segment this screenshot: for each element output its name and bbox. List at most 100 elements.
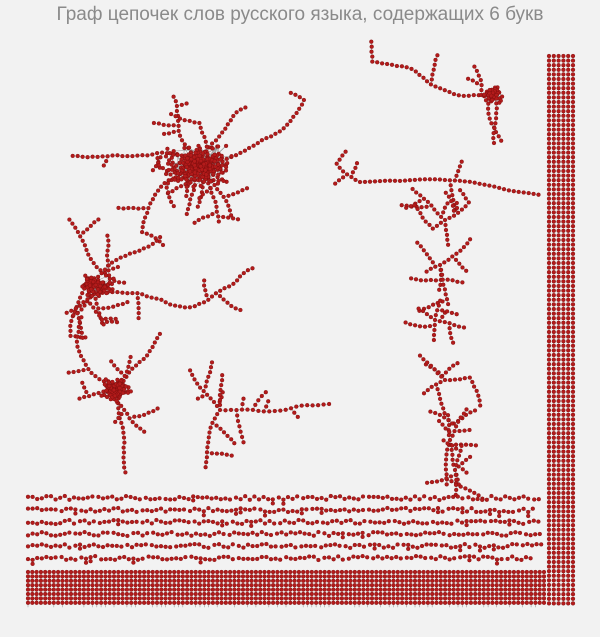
word-node	[546, 417, 552, 422]
word-node	[200, 151, 205, 156]
word-node	[561, 444, 566, 450]
word-node	[566, 283, 571, 289]
word-node	[449, 199, 454, 204]
word-node	[350, 170, 355, 175]
word-node	[321, 402, 326, 407]
word-node	[556, 260, 561, 266]
word-node	[561, 228, 566, 233]
word-node	[106, 286, 112, 291]
word-node	[188, 153, 193, 158]
word-node	[238, 107, 243, 112]
word-node	[491, 140, 497, 146]
word-node	[566, 260, 571, 266]
word-node	[561, 237, 566, 243]
word-node	[76, 329, 81, 334]
word-node	[203, 168, 208, 173]
word-node	[101, 163, 106, 168]
word-node	[136, 316, 141, 321]
word-node	[169, 199, 174, 204]
word-node	[556, 164, 561, 169]
word-node	[561, 458, 566, 463]
word-node	[546, 182, 552, 187]
word-node	[494, 116, 499, 121]
word-node	[561, 99, 566, 105]
word-node	[461, 411, 466, 416]
word-node	[454, 446, 459, 451]
word-node	[408, 204, 413, 209]
word-node	[501, 187, 507, 192]
word-node	[551, 403, 556, 408]
word-node	[403, 320, 408, 325]
word-node	[143, 215, 148, 220]
word-node	[546, 95, 552, 100]
word-node	[82, 394, 87, 400]
word-node	[197, 199, 202, 205]
word-node	[443, 292, 448, 297]
word-node	[120, 390, 125, 395]
word-node	[214, 204, 219, 209]
word-node	[198, 385, 203, 390]
word-node	[561, 141, 566, 146]
word-node	[224, 452, 229, 457]
word-node	[233, 153, 239, 158]
word-node	[425, 388, 430, 393]
word-node	[491, 136, 496, 141]
word-node	[112, 363, 117, 368]
word-node	[471, 92, 476, 98]
word-node	[142, 429, 147, 434]
word-node	[128, 389, 133, 394]
word-node	[208, 186, 213, 191]
word-node	[226, 203, 231, 208]
word-node	[551, 546, 556, 551]
word-node	[546, 559, 552, 565]
word-node	[546, 260, 552, 266]
word-node	[546, 490, 552, 496]
word-node	[432, 62, 437, 67]
word-node	[269, 134, 274, 139]
word-node	[100, 154, 105, 159]
word-node	[245, 268, 250, 273]
word-node	[466, 76, 471, 81]
word-node	[551, 509, 556, 514]
word-node	[468, 410, 473, 415]
word-node	[229, 213, 234, 218]
word-node	[551, 481, 556, 486]
word-node	[551, 449, 556, 454]
word-node	[187, 118, 192, 123]
word-node	[551, 348, 556, 353]
word-node	[407, 178, 412, 183]
word-node	[295, 414, 300, 419]
word-node	[204, 144, 209, 149]
word-node	[556, 205, 561, 210]
word-node	[387, 178, 393, 183]
word-node	[460, 265, 465, 270]
word-node	[526, 191, 531, 196]
word-node	[556, 76, 561, 82]
word-node	[201, 300, 207, 305]
word-node	[431, 67, 436, 72]
word-node	[442, 415, 447, 420]
word-node	[467, 427, 472, 433]
word-node	[556, 182, 561, 187]
word-node	[237, 424, 242, 429]
word-node	[429, 77, 434, 82]
word-node	[556, 196, 561, 201]
word-node	[428, 82, 433, 87]
word-node	[546, 150, 552, 155]
word-node	[454, 477, 459, 482]
word-node	[89, 293, 95, 299]
word-node	[449, 479, 454, 484]
word-node	[561, 260, 566, 266]
word-node	[556, 173, 561, 178]
word-node	[551, 564, 556, 569]
word-node	[192, 170, 197, 175]
word-node	[546, 412, 552, 417]
word-node	[209, 360, 215, 365]
word-node	[443, 462, 448, 467]
word-node	[464, 268, 469, 273]
word-node	[546, 343, 552, 348]
word-node	[277, 129, 282, 134]
word-node	[561, 191, 566, 197]
word-node	[211, 172, 216, 177]
word-node	[556, 601, 561, 606]
